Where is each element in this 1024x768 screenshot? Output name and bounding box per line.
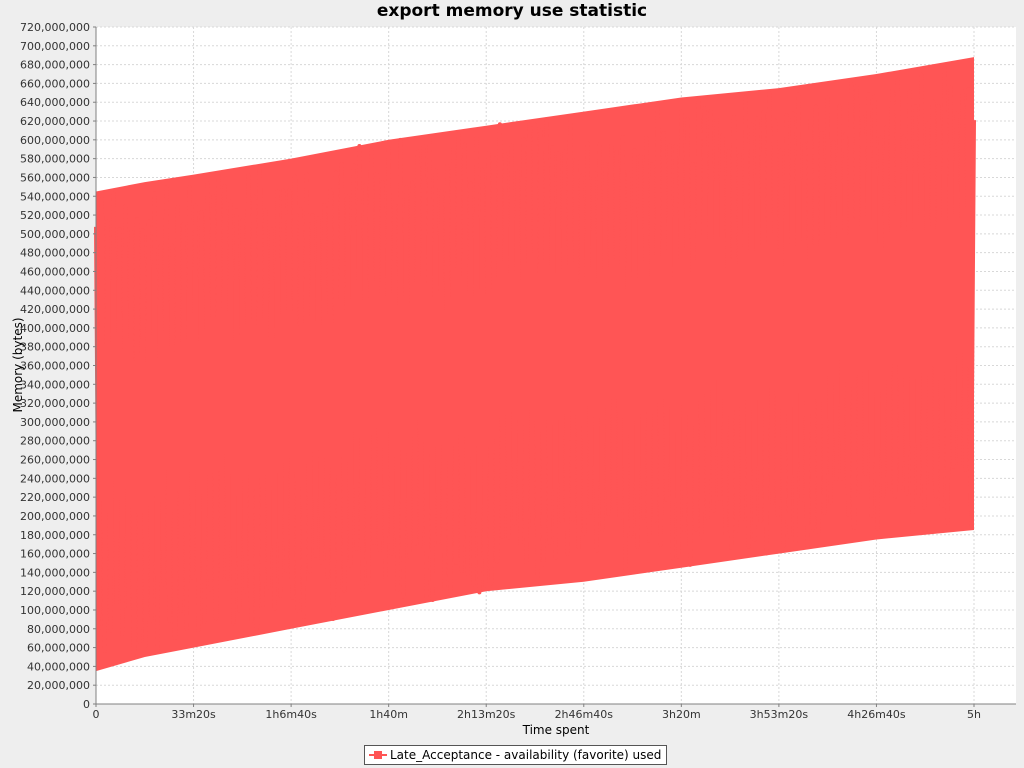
x-axis-ticks: 0 33m20s 1h6m40s 1h40m 2h13m20s 2h46m40s 3h20m… [93, 704, 981, 721]
y-tick-label: 360,000,000 [20, 360, 90, 373]
y-axis-ticks: 0 20,000,000 40,000,000 60,000,000 80,000,00… [20, 21, 96, 711]
y-tick-label: 680,000,000 [20, 59, 90, 72]
y-axis-label: Memory (bytes) [11, 317, 25, 412]
chart-title: export memory use statistic [376, 1, 648, 21]
y-tick-label: 720,000,000 [20, 21, 90, 34]
y-tick-label: 500,000,000 [20, 228, 90, 241]
y-tick-label: 380,000,000 [20, 341, 90, 354]
y-tick-label: 220,000,000 [20, 491, 90, 504]
y-tick-label: 560,000,000 [20, 171, 90, 184]
legend-label: Late_Acceptance - availability (favorite… [390, 748, 662, 762]
x-tick-label: 1h6m40s [265, 708, 317, 721]
y-tick-label: 400,000,000 [20, 322, 90, 335]
y-tick-label: 660,000,000 [20, 77, 90, 90]
y-tick-label: 260,000,000 [20, 454, 90, 467]
legend: Late_Acceptance - availability (favorite… [364, 745, 668, 765]
legend-swatch [369, 750, 387, 760]
y-tick-label: 0 [83, 698, 90, 711]
x-tick-label: 3h20m [662, 708, 701, 721]
y-tick-label: 600,000,000 [20, 134, 90, 147]
y-tick-label: 200,000,000 [20, 510, 90, 523]
x-tick-label: 2h13m20s [457, 708, 516, 721]
y-tick-label: 160,000,000 [20, 548, 90, 561]
y-tick-label: 140,000,000 [20, 566, 90, 579]
y-tick-label: 580,000,000 [20, 153, 90, 166]
y-tick-label: 280,000,000 [20, 435, 90, 448]
y-tick-label: 700,000,000 [20, 40, 90, 53]
series-line [94, 66, 976, 657]
y-tick-label: 80,000,000 [27, 623, 90, 636]
y-tick-label: 40,000,000 [27, 660, 90, 673]
y-tick-label: 420,000,000 [20, 303, 90, 316]
x-tick-label: 0 [93, 708, 100, 721]
y-tick-label: 240,000,000 [20, 472, 90, 485]
y-tick-label: 300,000,000 [20, 416, 90, 429]
x-axis-label: Time spent [522, 723, 590, 737]
y-tick-label: 180,000,000 [20, 529, 90, 542]
x-tick-label: 5h [967, 708, 981, 721]
y-tick-label: 480,000,000 [20, 247, 90, 260]
y-tick-label: 60,000,000 [27, 642, 90, 655]
x-tick-label: 3h53m20s [750, 708, 809, 721]
x-tick-label: 33m20s [171, 708, 216, 721]
x-tick-label: 1h40m [369, 708, 408, 721]
y-tick-label: 640,000,000 [20, 96, 90, 109]
x-tick-label: 2h46m40s [555, 708, 614, 721]
y-tick-label: 20,000,000 [27, 679, 90, 692]
y-tick-label: 100,000,000 [20, 604, 90, 617]
y-tick-label: 340,000,000 [20, 378, 90, 391]
y-tick-label: 120,000,000 [20, 585, 90, 598]
y-tick-label: 460,000,000 [20, 265, 90, 278]
y-tick-label: 520,000,000 [20, 209, 90, 222]
y-tick-label: 540,000,000 [20, 190, 90, 203]
y-tick-label: 620,000,000 [20, 115, 90, 128]
y-tick-label: 320,000,000 [20, 397, 90, 410]
x-tick-label: 4h26m40s [847, 708, 906, 721]
series-layer [94, 57, 976, 672]
y-tick-label: 440,000,000 [20, 284, 90, 297]
